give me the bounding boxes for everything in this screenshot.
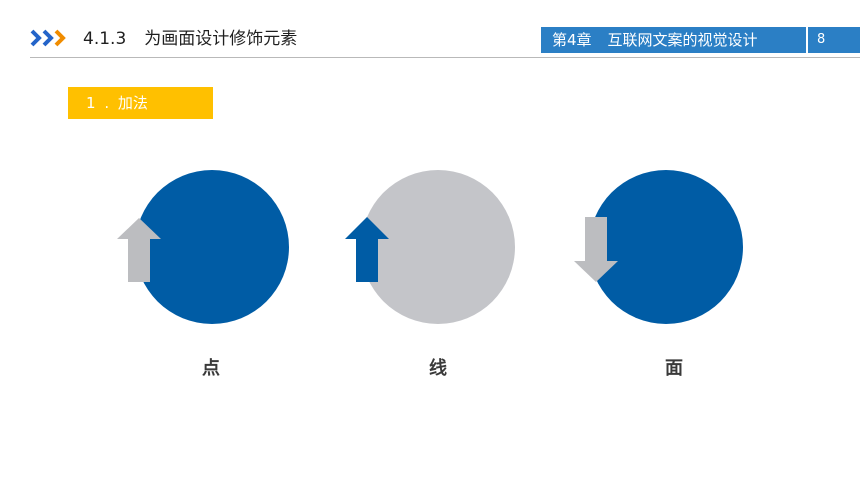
subtitle-separator: . [104,94,110,112]
chevrons-icon [30,29,66,47]
subtitle-badge: 1 . 加法 [68,87,213,119]
surface-illustration [574,170,743,324]
chapter-title: 互联网文案的视觉设计 [607,31,758,49]
line-circle [361,170,515,324]
header-divider [30,57,860,58]
label-line: 线 [429,358,447,379]
section-title: 4.1.3 为画面设计修饰元素 [83,28,297,50]
page-number: 8 [817,32,826,47]
subtitle-number: 1 [86,94,96,112]
page-number-badge: 8 [808,27,860,53]
surface-down-arrow-icon [574,217,618,282]
chapter-number: 第4章 [552,31,592,49]
line-illustration [345,170,515,324]
point-illustration [117,170,289,324]
label-surface: 面 [665,358,683,379]
line-up-arrow-icon [345,217,389,282]
point-up-arrow-icon [117,218,161,282]
section-number: 4.1.3 [83,29,127,49]
section-title-text: 为画面设计修饰元素 [144,29,298,49]
label-point: 点 [202,358,220,379]
point-circle [135,170,289,324]
chapter-badge: 第4章 互联网文案的视觉设计 [541,27,806,53]
subtitle-text: 加法 [117,94,148,112]
surface-circle [589,170,743,324]
